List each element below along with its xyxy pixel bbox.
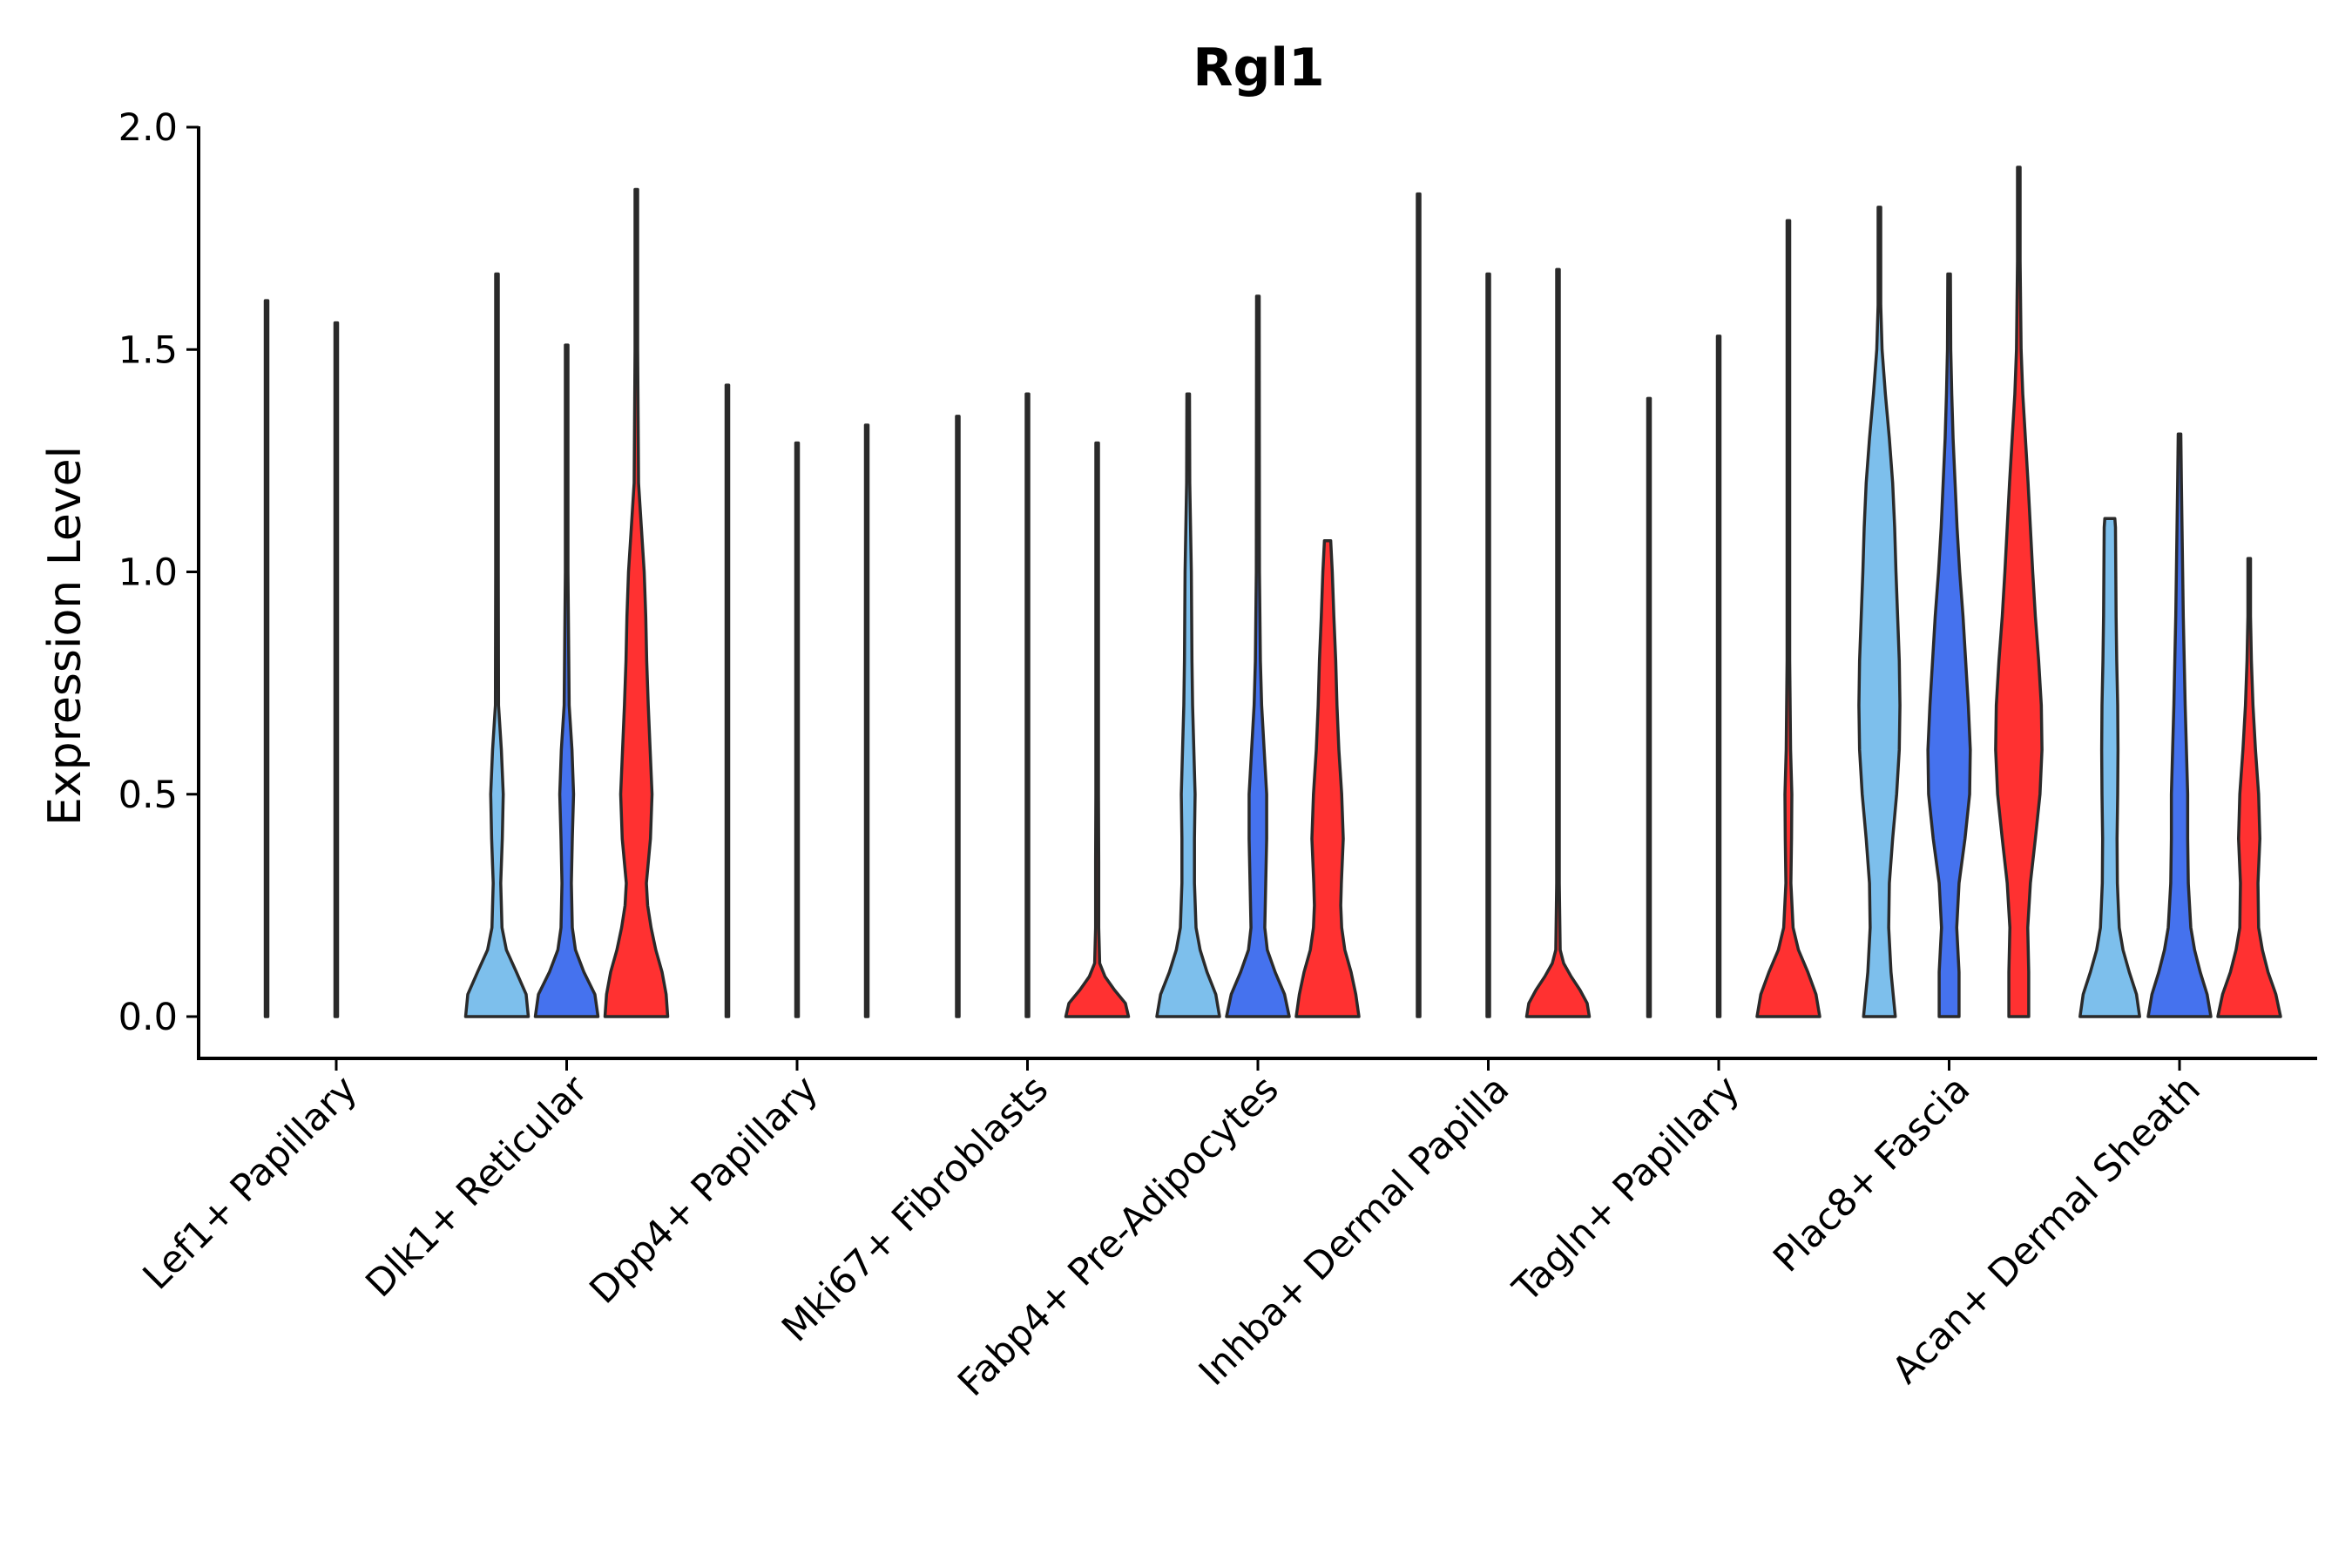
violin-1-2	[603, 187, 670, 1018]
violin-5-0	[1416, 192, 1422, 1018]
x-tick-label: Tagln+ Papillary	[1504, 1067, 1748, 1311]
violin-7-1	[1926, 272, 1972, 1018]
x-tick-label: Dlk1+ Reticular	[358, 1067, 597, 1306]
violin-8-1	[2146, 432, 2213, 1018]
violin-4-0	[1155, 392, 1221, 1018]
y-tick-label: 1.5	[118, 328, 178, 372]
violin-4-1	[1225, 294, 1291, 1018]
x-tick-label: Plac8+ Fascia	[1765, 1067, 1978, 1281]
violin-2-0	[724, 383, 731, 1018]
violin-8-0	[2078, 517, 2141, 1018]
x-tick-label: Mki67+ Fibroblasts	[774, 1067, 1057, 1350]
violin-3-1	[1024, 392, 1031, 1018]
y-tick-label: 1.0	[118, 551, 178, 595]
y-tick-label: 2.0	[118, 106, 178, 150]
y-ticks-group: 0.0 0.5 1.0 1.5 2.0	[118, 106, 199, 1039]
violin-6-2	[1755, 219, 1821, 1018]
violin-2-1	[794, 441, 801, 1018]
violin-1-1	[533, 343, 600, 1018]
violins-group	[263, 166, 2282, 1018]
violin-4-2	[1294, 539, 1361, 1018]
violin-3-2	[1064, 441, 1131, 1018]
violin-0-1	[333, 321, 340, 1018]
violin-5-2	[1524, 267, 1592, 1018]
violin-5-1	[1485, 272, 1491, 1018]
chart-title: Rgl1	[1193, 37, 1324, 98]
y-tick-label: 0.0	[118, 996, 178, 1039]
violin-0-0	[263, 299, 270, 1018]
violin-3-0	[955, 415, 961, 1018]
x-tick-label: Lef1+ Papillary	[135, 1067, 366, 1298]
violin-7-2	[1994, 166, 2044, 1018]
violin-7-0	[1857, 206, 1902, 1018]
violin-1-0	[463, 272, 531, 1018]
violin-2-2	[863, 423, 870, 1018]
violin-6-0	[1646, 396, 1652, 1018]
y-tick-label: 0.5	[118, 774, 178, 817]
y-axis-label: Expression Level	[39, 446, 91, 826]
violin-6-1	[1715, 335, 1722, 1018]
violin-8-2	[2216, 557, 2282, 1018]
x-tick-label: Dpp4+ Papillary	[582, 1067, 827, 1312]
